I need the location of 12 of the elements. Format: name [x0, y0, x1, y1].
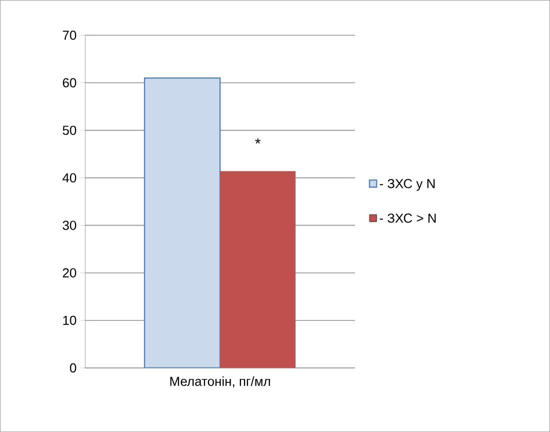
legend-label: - ЗХС у N — [380, 178, 435, 191]
y-tick-label: 40 — [62, 173, 76, 182]
y-tick-label: 60 — [62, 78, 76, 88]
annotation: * — [255, 138, 261, 144]
y-tick-label: 0 — [70, 363, 76, 372]
y-tick-label: 30 — [62, 220, 76, 230]
y-tick-label: 50 — [62, 126, 76, 135]
y-tick-label: 20 — [62, 268, 76, 278]
y-tick-label: 70 — [62, 30, 76, 40]
x-tick-label: Мелатонін, пг/мл — [170, 376, 270, 388]
y-tick-label: 10 — [63, 316, 76, 325]
legend-label: - ЗХС > N — [380, 213, 436, 223]
